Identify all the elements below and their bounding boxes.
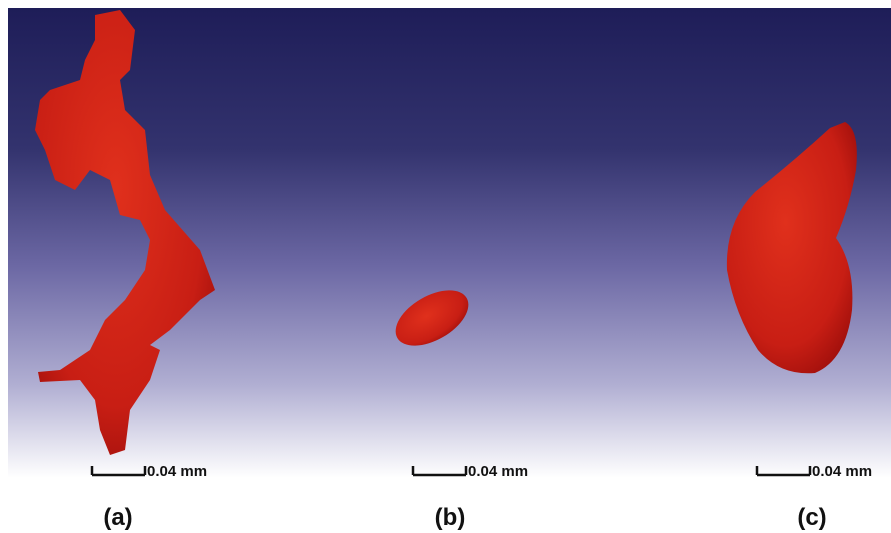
panel-label: (a): [103, 504, 132, 531]
scale-label: 0.04 mm: [468, 463, 528, 480]
scale-label: 0.04 mm: [812, 463, 872, 480]
panel-label: (c): [797, 504, 826, 531]
figure: 0.04 mm 0.04 mm 0.04 mm (a) (b) (c): [0, 0, 891, 533]
panel-label: (b): [435, 504, 466, 531]
scale-label: 0.04 mm: [147, 463, 207, 480]
